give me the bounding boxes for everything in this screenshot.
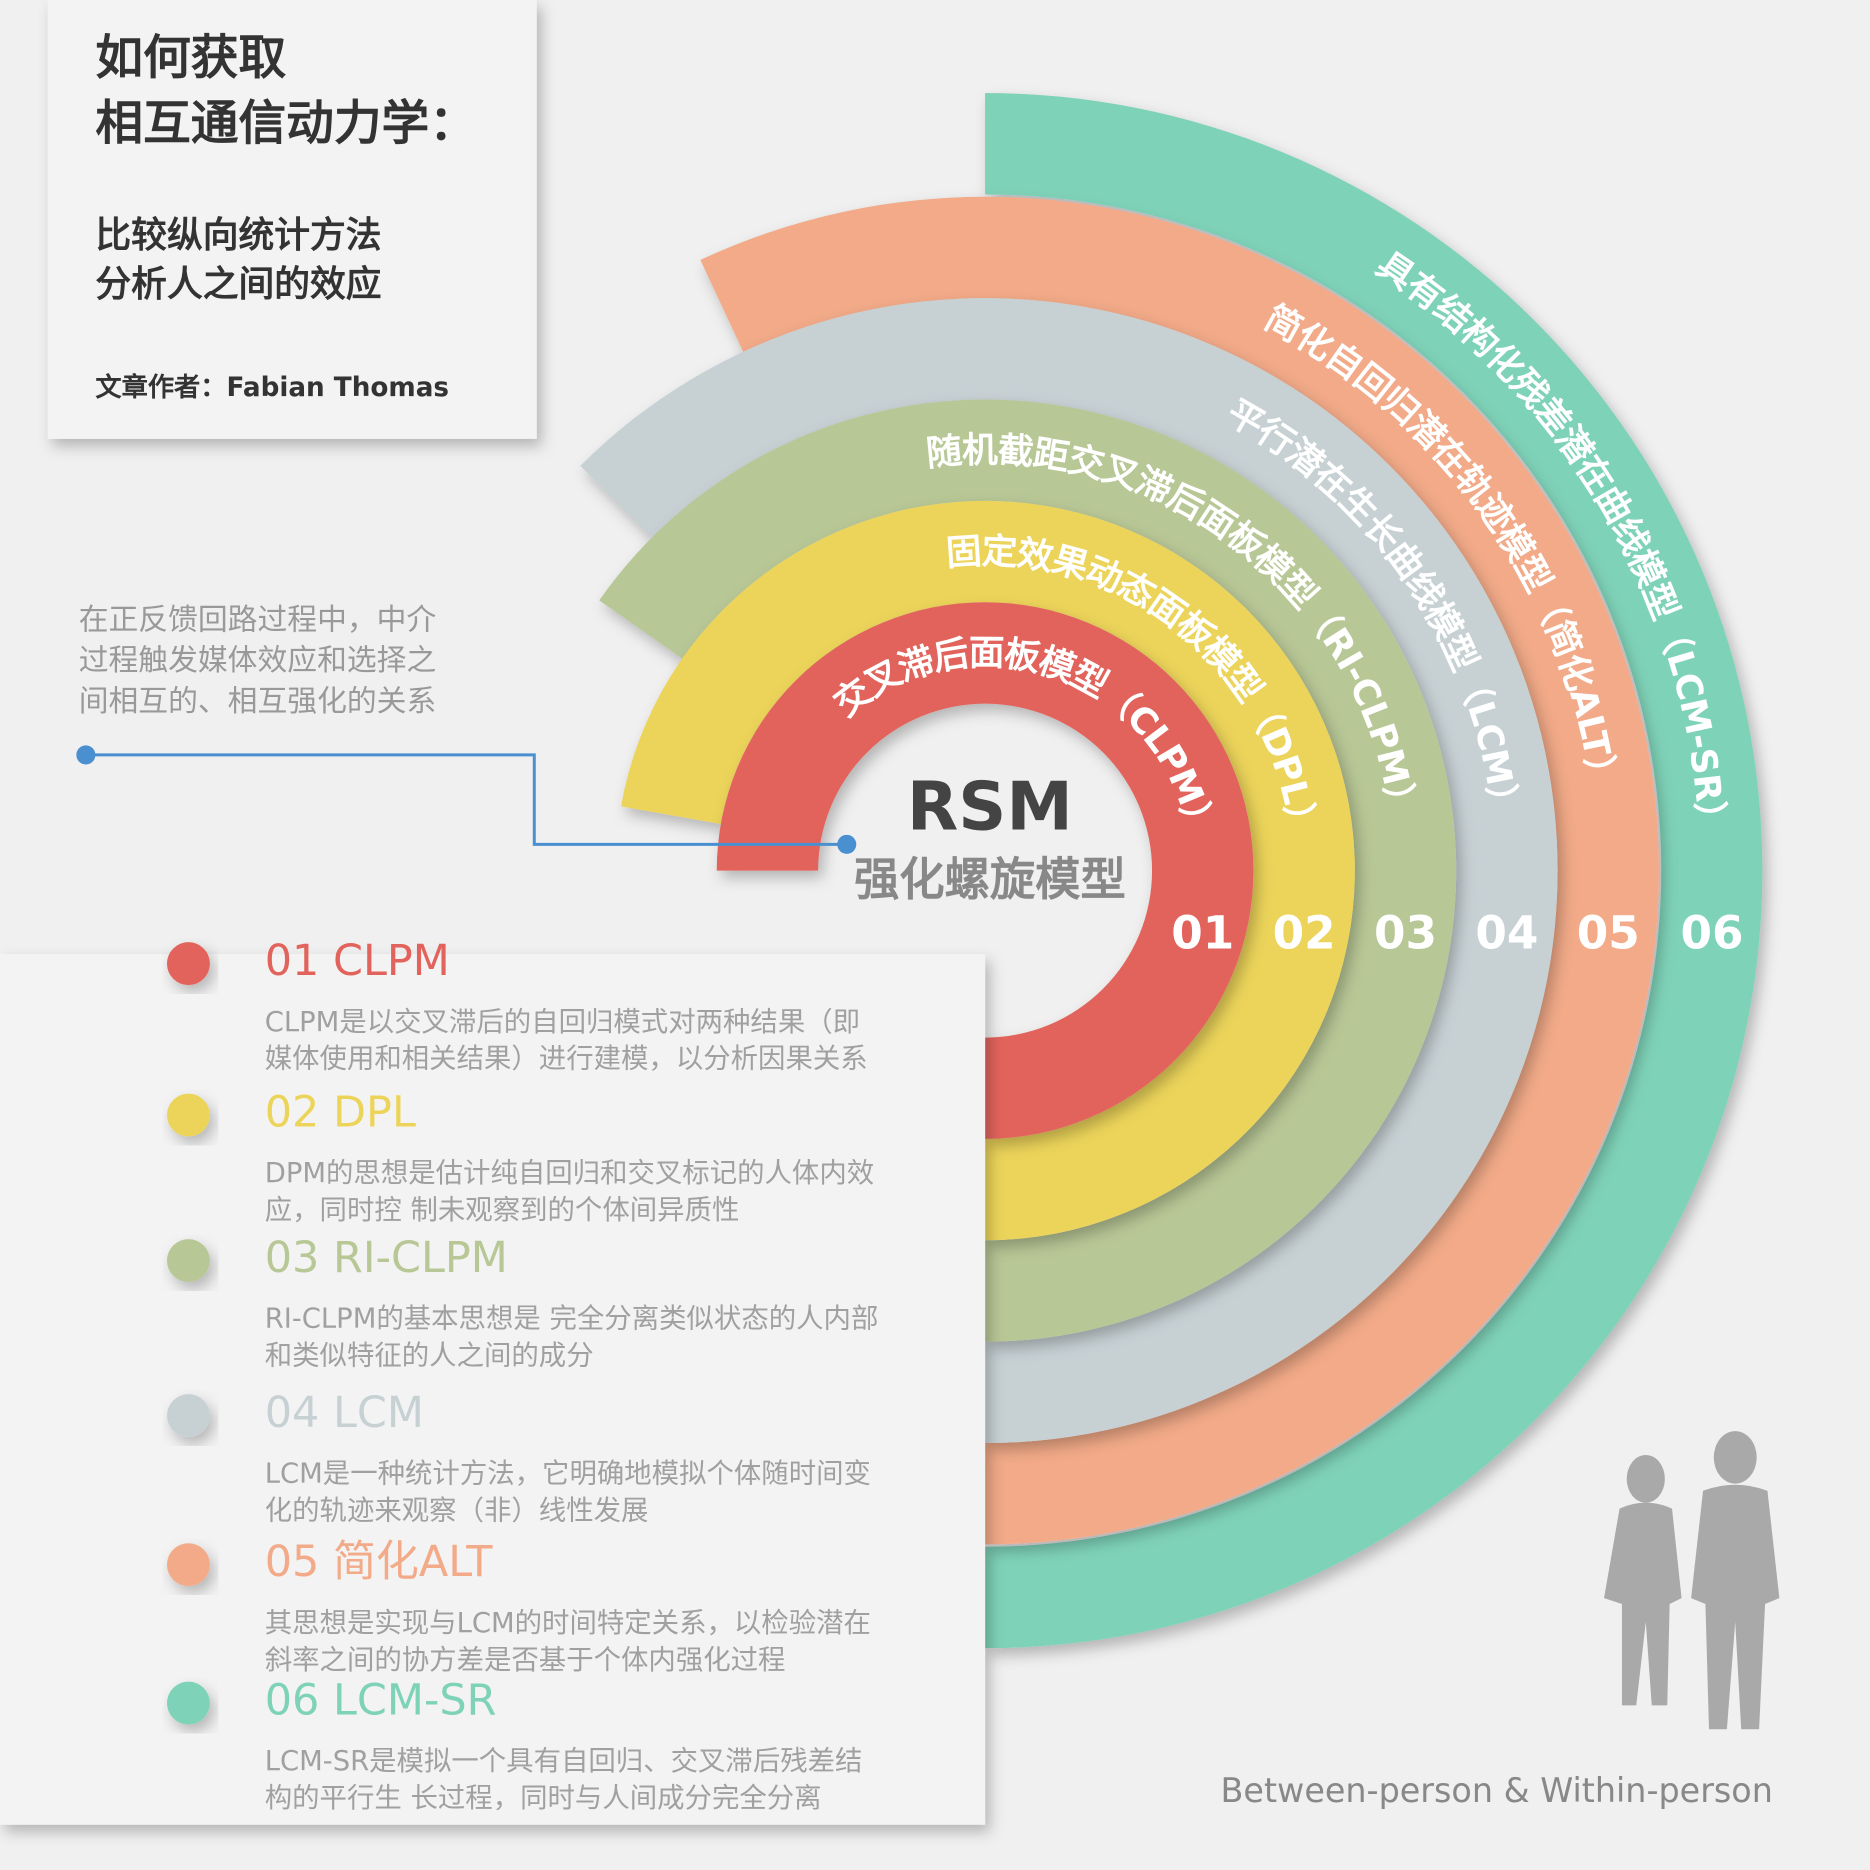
model-title: 03 RI-CLPM <box>265 1233 508 1283</box>
callout-dot <box>837 834 857 854</box>
model-description: LCM是一种统计方法，它明确地模拟个体随时间变 <box>265 1459 871 1490</box>
ring-number: 02 <box>1273 907 1336 960</box>
center-title: RSM <box>907 768 1073 846</box>
model-title: 01 CLPM <box>265 936 450 986</box>
annotation: 间相互的、相互强化的关系 <box>79 684 437 719</box>
ring-number: 01 <box>1171 907 1234 960</box>
model-description: CLPM是以交叉滞后的自回归模式对两种结果（即 <box>265 1007 860 1038</box>
header-subtitle: 分析人之间的效应 <box>95 264 381 305</box>
model-description: 其思想是实现与LCM的时间特定关系，以检验潜在 <box>265 1608 871 1639</box>
header-title: 如何获取 <box>95 31 286 86</box>
annotation: 过程触发媒体效应和选择之 <box>79 643 437 678</box>
model-dot <box>166 1394 210 1438</box>
model-list: 01 CLPM CLPM是以交叉滞后的自回归模式对两种结果（即媒体使用和相关结果）… <box>166 936 879 1814</box>
model-description: LCM-SR是模拟一个具有自回归、交叉滞后残差结 <box>265 1746 863 1777</box>
annotation: 在正反馈回路过程中，中介 <box>79 603 437 638</box>
callout-dot <box>76 745 96 765</box>
callout-line <box>85 753 847 846</box>
model-description: 构的平行生 长过程，同时与人间成分完全分离 <box>265 1783 822 1814</box>
model-dot <box>166 1093 210 1137</box>
ring-number: 04 <box>1475 907 1538 960</box>
center-subtitle: 强化螺旋模型 <box>854 853 1126 906</box>
ring <box>716 602 1254 1139</box>
model-description: 应，同时控 制未观察到的个体间异质性 <box>265 1195 740 1226</box>
footer: Between-person & Within-person <box>1221 1771 1773 1810</box>
model-panel <box>0 954 986 1825</box>
header-author: 文章作者：Fabian Thomas <box>95 372 449 403</box>
model-dot <box>166 1543 210 1587</box>
model-description: 媒体使用和相关结果）进行建模，以分析因果关系 <box>265 1044 868 1075</box>
ring <box>580 298 1558 1444</box>
header-box <box>47 0 537 439</box>
model-description: RI-CLPM的基本思想是 完全分离类似状态的人内部 <box>265 1304 879 1335</box>
ring-number: 05 <box>1577 907 1640 960</box>
ring-number: 03 <box>1374 907 1437 960</box>
model-description: 斜率之间的协方差是否基于个体内强化过程 <box>265 1645 786 1676</box>
model-description: 化的轨迹来观察（非）线性发展 <box>265 1496 649 1527</box>
model-dot <box>166 1239 210 1283</box>
ring-number: 06 <box>1680 907 1743 960</box>
model-description: DPM的思想是估计纯自回归和交叉标记的人体内效 <box>265 1158 874 1189</box>
model-dot <box>166 1681 210 1725</box>
model-dot <box>166 942 210 986</box>
model-title: 02 DPL <box>265 1088 416 1138</box>
model-title: 04 LCM <box>265 1388 424 1438</box>
ring <box>985 93 1763 1649</box>
people-silhouette <box>1604 1431 1780 1730</box>
header-title: 相互通信动力学： <box>95 97 477 152</box>
model-title: 05 简化ALT <box>265 1537 493 1587</box>
model-description: 和类似特征的人之间的成分 <box>265 1341 594 1372</box>
header-subtitle: 比较纵向统计方法 <box>95 215 381 256</box>
model-title: 06 LCM-SR <box>265 1676 497 1726</box>
